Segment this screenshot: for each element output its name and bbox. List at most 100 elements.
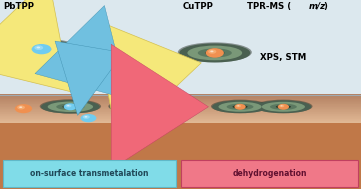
Ellipse shape [262,102,305,112]
Bar [0,98,361,99]
Bar [0,116,361,117]
Bar [0,103,361,104]
Bar [0,110,361,112]
Ellipse shape [108,99,170,113]
Circle shape [208,50,216,54]
Circle shape [206,48,224,58]
Bar [0,105,361,107]
Circle shape [32,44,51,54]
FancyBboxPatch shape [181,160,358,187]
Bar [0,0,361,94]
Bar [0,103,361,104]
Circle shape [278,104,289,110]
Bar [0,115,361,116]
Circle shape [134,104,140,107]
Ellipse shape [178,42,252,62]
Ellipse shape [179,43,250,62]
Text: PbTPP: PbTPP [4,2,35,11]
Bar [0,96,361,97]
Circle shape [34,45,43,50]
Bar [0,96,361,97]
Bar [0,98,361,99]
Ellipse shape [131,105,147,109]
Text: TPR-MS (: TPR-MS ( [247,2,291,11]
Circle shape [84,116,87,118]
Bar [0,117,361,118]
Ellipse shape [6,40,77,59]
Bar [0,113,361,114]
Bar [0,108,361,109]
Bar [0,112,361,113]
Circle shape [65,104,71,107]
Ellipse shape [32,46,51,52]
Bar [0,111,361,112]
Bar [0,120,361,122]
Circle shape [236,105,241,107]
Text: XPS, STM: XPS, STM [260,53,306,62]
Bar [0,115,361,116]
Circle shape [19,106,22,108]
Bar [0,102,361,103]
Text: CuTPP: CuTPP [182,2,213,11]
Bar [0,101,361,102]
Bar [0,109,361,110]
Circle shape [237,105,239,106]
Bar [0,107,361,108]
Ellipse shape [125,104,153,110]
Circle shape [279,105,284,107]
Circle shape [36,46,40,48]
FancyBboxPatch shape [3,160,176,187]
Text: dehydrogenation: dehydrogenation [233,169,307,178]
Bar [0,113,361,114]
Circle shape [234,104,246,110]
Circle shape [64,103,77,110]
Circle shape [210,50,213,52]
Ellipse shape [109,100,169,114]
Ellipse shape [227,104,253,110]
Ellipse shape [116,101,162,112]
Ellipse shape [4,39,79,58]
Text: on-surface transmetalation: on-surface transmetalation [30,169,149,178]
Bar [0,105,361,106]
Ellipse shape [211,100,269,113]
Circle shape [17,105,25,109]
Ellipse shape [270,104,297,110]
Bar [0,120,361,121]
Ellipse shape [62,105,78,109]
Ellipse shape [255,100,312,113]
Bar [0,99,361,100]
Ellipse shape [41,100,100,114]
Bar [0,95,361,96]
Ellipse shape [276,105,291,108]
Bar [0,114,361,115]
Ellipse shape [212,100,268,113]
Bar [0,104,361,105]
Ellipse shape [187,46,242,60]
Ellipse shape [14,42,69,57]
Circle shape [280,105,283,106]
Circle shape [15,104,32,113]
Ellipse shape [198,48,232,57]
Circle shape [83,115,90,119]
Circle shape [133,104,145,110]
Bar [0,118,361,119]
Bar [0,121,361,122]
Ellipse shape [232,105,248,108]
Ellipse shape [254,100,313,113]
Bar [0,94,361,95]
Bar [0,108,361,109]
Ellipse shape [205,50,225,56]
Ellipse shape [48,101,93,112]
Bar [0,123,361,189]
Text: ): ) [323,2,327,11]
Bar [0,97,361,98]
Bar [0,118,361,119]
Circle shape [81,114,96,122]
Ellipse shape [40,99,101,113]
Bar [0,122,361,123]
Bar [0,119,361,120]
Circle shape [67,105,69,106]
Bar [0,110,361,111]
Circle shape [136,105,138,106]
Bar [0,100,361,101]
